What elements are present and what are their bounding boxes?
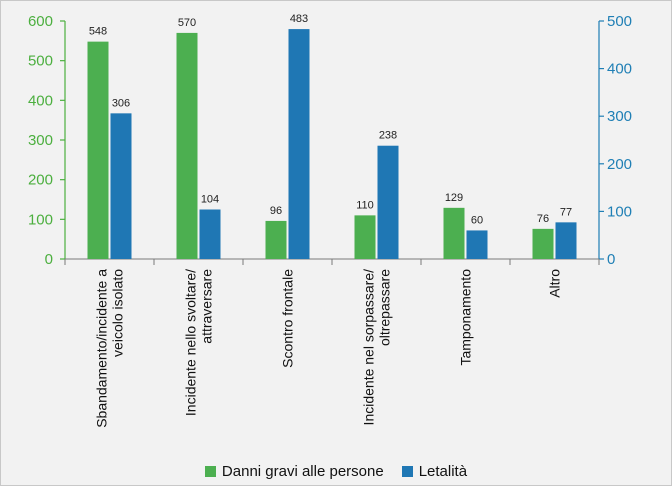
bar-series-2 — [199, 209, 221, 259]
bar-series-2 — [377, 145, 399, 259]
y-tick-label-left: 500 — [28, 53, 53, 70]
y-tick-label-right: 400 — [607, 61, 632, 78]
data-label: 110 — [356, 199, 374, 211]
data-label: 76 — [537, 213, 549, 225]
data-label: 570 — [178, 17, 196, 29]
legend-swatch — [204, 465, 216, 477]
data-label: 548 — [89, 26, 107, 38]
x-category-label: attraversare — [199, 269, 215, 344]
legend-item-series-2: Letalità — [401, 462, 468, 480]
x-category-label: Incidente nel sorpassare/ — [361, 269, 377, 426]
y-tick-label-left: 200 — [28, 172, 53, 189]
y-tick-label-left: 0 — [45, 251, 53, 268]
y-tick-label-left: 100 — [28, 211, 53, 228]
legend-label: Letalità — [418, 462, 468, 480]
data-label: 96 — [270, 205, 282, 217]
data-label: 60 — [471, 214, 483, 226]
legend-swatch — [401, 465, 413, 477]
bar-series-2 — [555, 222, 577, 259]
y-tick-label-right: 0 — [607, 251, 615, 268]
data-label: 483 — [290, 13, 308, 25]
x-category-label: veicolo isolato — [110, 269, 126, 357]
bar-series-1 — [265, 220, 287, 259]
data-label: 238 — [379, 130, 397, 142]
data-label: 104 — [201, 193, 219, 205]
y-tick-label-right: 100 — [607, 203, 632, 220]
y-tick-label-right: 200 — [607, 156, 632, 173]
y-tick-label-left: 300 — [28, 132, 53, 149]
bar-series-2 — [110, 113, 132, 260]
bar-series-1 — [354, 215, 376, 259]
data-label: 77 — [560, 206, 572, 218]
x-category-label: Tamponamento — [458, 269, 474, 366]
legend-item-series-1: Danni gravi alle persone — [204, 462, 384, 480]
x-category-label: Incidente nello svoltare/ — [183, 269, 199, 416]
data-label: 129 — [445, 192, 463, 204]
x-category-label: Scontro frontale — [280, 269, 296, 368]
x-category-label: Sbandamento/incidente a — [94, 269, 110, 428]
legend-label: Danni gravi alle persone — [221, 462, 384, 480]
bar-series-1 — [532, 228, 554, 259]
x-category-label: oltrepassare — [377, 269, 393, 346]
bar-series-2 — [466, 230, 488, 259]
y-tick-label-right: 300 — [607, 108, 632, 125]
bar-series-1 — [176, 32, 198, 260]
y-tick-label-left: 600 — [28, 13, 53, 30]
data-label: 306 — [112, 97, 130, 109]
x-category-label: Altro — [547, 269, 563, 298]
bar-chart: 0 100 200 300 400 500 600 0 100 200 300 400 500 548 57… — [28, 13, 632, 428]
y-tick-label-right: 500 — [607, 13, 632, 30]
bar-series-2 — [288, 29, 310, 260]
legend: Danni gravi alle persone Letalità — [1, 459, 671, 483]
bar-series-1 — [87, 41, 109, 260]
y-tick-label-left: 400 — [28, 92, 53, 109]
bar-series-1 — [443, 207, 465, 259]
